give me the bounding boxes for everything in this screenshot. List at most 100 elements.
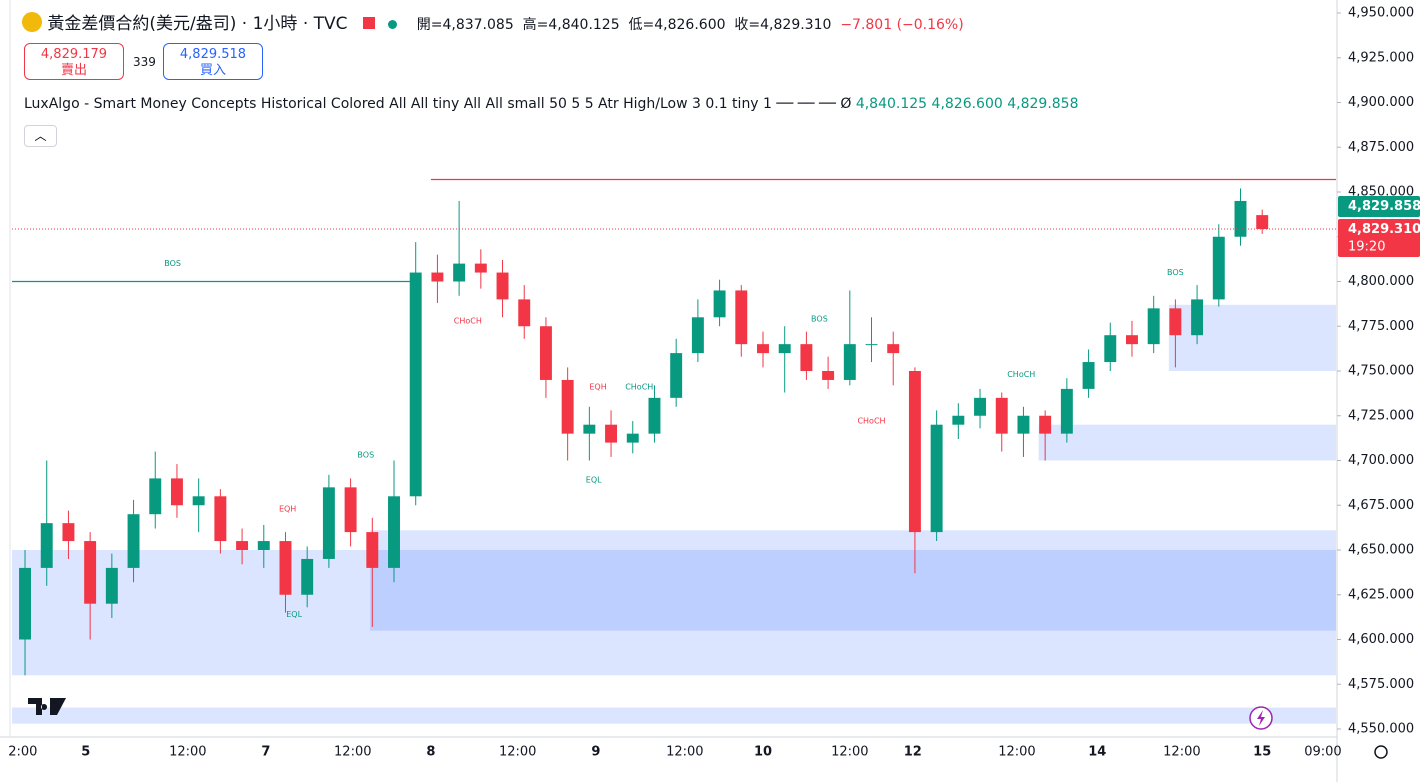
- candle-body: [735, 290, 748, 345]
- candle-body: [605, 424, 618, 443]
- candle-body: [453, 263, 466, 282]
- y-tick-label: 4,650.000: [1348, 543, 1414, 558]
- collapse-button[interactable]: ︿: [24, 125, 57, 147]
- price-label: 4,829.310: [1348, 222, 1421, 237]
- candle-body: [388, 496, 400, 568]
- y-tick-label: 4,800.000: [1348, 274, 1414, 289]
- candle-body: [518, 299, 531, 327]
- structure-label: CHoCH: [857, 417, 885, 426]
- candle-body: [561, 379, 574, 434]
- header: 黃金差價合約(美元/盎司) · 1小時 · TVC 開=4,837.085 高=…: [22, 9, 964, 34]
- y-tick-label: 4,950.000: [1348, 6, 1414, 21]
- price-label-box: [1338, 196, 1420, 218]
- candle-body: [170, 478, 183, 506]
- candle-body: [257, 541, 270, 550]
- candle-body: [431, 272, 444, 282]
- price-axis-bg: [1337, 0, 1425, 782]
- candle-body: [214, 496, 227, 542]
- structure-label: EQL: [586, 476, 602, 485]
- ohlc-high: 高=4,840.125: [522, 17, 620, 33]
- x-tick-label: 15: [1253, 745, 1271, 760]
- sell-price: 4,829.179: [40, 47, 108, 62]
- candle-body: [40, 523, 53, 568]
- flag[interactable]: [362, 17, 375, 29]
- x-tick-label: 12:00: [169, 745, 206, 760]
- x-tick-label: 09:00: [1304, 745, 1341, 760]
- candle-body: [409, 272, 422, 497]
- candle-body: [1017, 415, 1030, 434]
- x-tick-label: 12: [904, 745, 922, 760]
- sell-button[interactable]: 4,829.179 賣出: [24, 43, 124, 80]
- candle-body: [800, 344, 813, 371]
- candle-body: [84, 541, 97, 604]
- candle-body: [865, 344, 878, 346]
- candle-body: [908, 371, 921, 533]
- x-tick-label: 9: [591, 745, 600, 760]
- candle-body: [1104, 335, 1117, 363]
- candle-body: [496, 272, 509, 300]
- candle-body: [1234, 200, 1247, 237]
- price-label: 4,829.858: [1348, 199, 1421, 214]
- candle-body: [995, 397, 1008, 434]
- zone: [1038, 424, 1336, 461]
- structure-label: EQH: [589, 383, 606, 392]
- buy-price: 4,829.518: [179, 47, 247, 62]
- candle-body: [648, 397, 661, 434]
- candle-body: [279, 541, 292, 595]
- indicator-legend: LuxAlgo - Smart Money Concepts Historica…: [24, 96, 1079, 112]
- y-tick-label: 4,875.000: [1348, 140, 1414, 155]
- candle-body: [1169, 308, 1182, 336]
- spread: 339: [133, 55, 156, 69]
- structure-label: EQH: [279, 504, 296, 513]
- sell-label: 賣出: [60, 63, 87, 78]
- price-label-box: [1338, 219, 1420, 258]
- y-tick-label: 4,700.000: [1348, 453, 1414, 468]
- structure-label: BOS: [164, 259, 181, 268]
- candle-body: [1212, 236, 1225, 300]
- zone: [12, 550, 1336, 676]
- x-tick-label: 12:00: [334, 745, 371, 760]
- candle-body: [778, 344, 791, 354]
- x-tick-label: 12:00: [998, 745, 1035, 760]
- candle-body: [757, 344, 769, 354]
- candle-body: [192, 496, 205, 506]
- price-label-time: 19:20: [1348, 240, 1385, 255]
- y-tick-label: 4,850.000: [1348, 185, 1414, 200]
- candle-body: [713, 290, 726, 318]
- candle-body: [1039, 415, 1052, 434]
- symbol-title: 黃金差價合約(美元/盎司) · 1小時 · TVC: [47, 14, 348, 34]
- indicator-value: 4,829.858: [1007, 96, 1079, 112]
- ohlc-close: 收=4,829.310: [734, 17, 832, 33]
- zone: [12, 707, 1336, 724]
- indicator-value: 4,840.125: [855, 96, 928, 112]
- candle-body: [105, 567, 118, 604]
- x-tick-label: 12:00: [499, 745, 536, 760]
- status-dot: [388, 20, 398, 29]
- settings-icon[interactable]: [1374, 745, 1388, 759]
- x-tick-label: 8: [426, 745, 435, 760]
- candle-body: [1256, 215, 1269, 230]
- buy-button[interactable]: 4,829.518 買入: [163, 43, 263, 80]
- candle-body: [930, 424, 943, 533]
- x-tick-label: 10: [754, 745, 772, 760]
- structure-label: CHoCH: [1007, 370, 1035, 379]
- buy-label: 買入: [199, 63, 226, 78]
- y-tick-label: 4,775.000: [1348, 319, 1414, 334]
- x-tick-label: 2:00: [8, 745, 37, 760]
- y-tick-label: 4,900.000: [1348, 95, 1414, 110]
- lightning-icon[interactable]: [1249, 706, 1273, 730]
- structure-label: EQL: [286, 610, 302, 619]
- candle-body: [1126, 335, 1138, 345]
- structure-label: BOS: [357, 451, 374, 460]
- candle-body: [236, 541, 249, 550]
- structure-label: BOS: [1167, 268, 1184, 277]
- candle-body: [322, 487, 335, 559]
- y-tick-label: 4,750.000: [1348, 364, 1414, 379]
- y-tick-label: 4,575.000: [1348, 677, 1414, 692]
- candle-body: [474, 263, 487, 273]
- candle-body: [822, 371, 835, 380]
- candle-body: [366, 532, 379, 568]
- ohlc-low: 低=4,826.600: [628, 17, 726, 33]
- candle-body: [626, 433, 639, 443]
